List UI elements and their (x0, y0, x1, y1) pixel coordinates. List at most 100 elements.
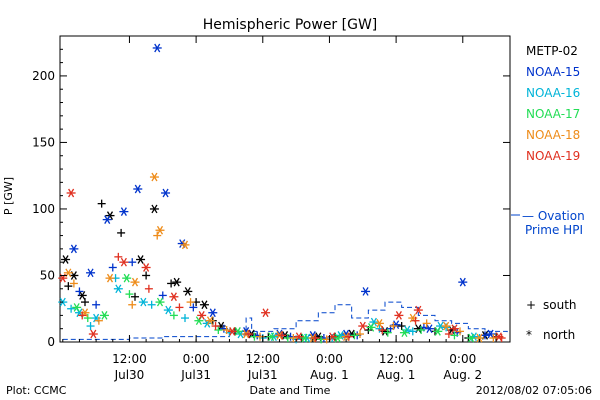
reference-line-layer (62, 301, 508, 340)
south-point (397, 322, 406, 331)
south-point (97, 199, 106, 208)
south-point (222, 326, 231, 335)
north-point (180, 240, 190, 250)
north-point (88, 329, 98, 339)
north-point (474, 333, 484, 343)
north-point (136, 255, 146, 264)
south-point (125, 290, 134, 299)
south-point (244, 330, 253, 339)
x-tick-label-time: 0:00 (316, 352, 343, 366)
y-tick-label: 100 (32, 202, 55, 216)
x-tick-label-time: 0:00 (449, 352, 476, 366)
south-point (67, 304, 76, 313)
north-point (161, 188, 171, 198)
north-point (266, 332, 276, 342)
north-point (361, 287, 371, 296)
north-point (105, 273, 115, 283)
north-point (155, 225, 165, 235)
north-point (458, 277, 468, 287)
y-tick-label: 150 (32, 135, 55, 149)
x-tick-label-date: Aug. 1 (377, 368, 416, 382)
legend-entry: NOAA-18 (526, 128, 580, 142)
south-point (128, 300, 137, 309)
y-tick-label: 50 (40, 268, 55, 282)
x-tick-label-date: Jul31 (247, 368, 278, 382)
south-point (383, 328, 392, 337)
north-point (141, 263, 151, 272)
south-point (147, 300, 156, 309)
north-point (494, 332, 504, 342)
south-point (456, 327, 464, 336)
south-point (158, 291, 167, 300)
legend-entry: NOAA-15 (526, 65, 580, 79)
south-point (153, 231, 162, 240)
plot-timestamp: 2012/08/02 07:05:06 (476, 384, 592, 397)
y-axis-label: P [GW] (2, 177, 15, 215)
north-point (394, 311, 404, 320)
south-point (131, 292, 139, 301)
south-point (289, 334, 298, 343)
north-point (374, 319, 384, 328)
north-point (66, 188, 76, 198)
marker-legend-symbol: * (526, 328, 532, 342)
north-point (424, 324, 434, 334)
north-point (133, 184, 143, 194)
north-point (149, 204, 159, 214)
south-point (86, 322, 95, 331)
north-point (72, 303, 82, 312)
south-point (81, 298, 89, 307)
x-tick-label-time: 12:00 (245, 352, 280, 366)
north-point (122, 273, 132, 283)
north-point (149, 172, 159, 182)
legend-entry: NOAA-16 (526, 86, 580, 100)
marker-legend-label: north (543, 328, 575, 342)
south-point (481, 331, 489, 340)
north-point (169, 292, 179, 302)
north-point (466, 333, 476, 343)
y-axis: 0 50 100 150 200 (32, 48, 510, 349)
marker-legend-symbol: + (526, 298, 536, 312)
north-point (299, 333, 309, 343)
north-point (113, 284, 123, 294)
y-tick-label: 200 (32, 69, 55, 83)
south-point (69, 279, 78, 288)
south-point (444, 330, 453, 339)
south-point (144, 284, 153, 293)
north-point (102, 215, 112, 224)
marker-legend-label: south (543, 298, 577, 312)
north-point (119, 207, 129, 216)
x-axis: 12:00 Jul30 0:00 Jul31 12:00 Jul31 0:00 Aug. 1 1… (62, 36, 497, 382)
south-point (92, 300, 101, 309)
south-point (142, 271, 151, 280)
south-point (417, 326, 426, 335)
x-tick-label-time: 0:00 (183, 352, 210, 366)
south-point (78, 311, 87, 320)
south-point (64, 282, 73, 291)
north-point (99, 311, 109, 320)
chart-title: Hemispheric Power [GW] (203, 17, 378, 33)
north-point (399, 328, 409, 338)
south-point (422, 319, 431, 328)
south-point (175, 303, 184, 312)
north-point (69, 244, 79, 254)
reference-line (62, 301, 508, 340)
south-point (75, 287, 84, 296)
south-point (442, 323, 451, 332)
reference-line-legend-line1: — Ovation (522, 209, 585, 223)
north-point (138, 297, 148, 307)
north-point (119, 257, 129, 267)
series-legend: METP-02 NOAA-15 NOAA-16 NOAA-17 NOAA-18 NOAA-… (526, 44, 580, 163)
x-axis-label: Date and Time (250, 384, 331, 397)
south-point (167, 279, 176, 288)
legend-entry: NOAA-17 (526, 107, 580, 121)
south-point (114, 252, 123, 261)
y-tick-label: 0 (47, 335, 55, 349)
south-point (128, 258, 137, 267)
south-point (186, 298, 195, 307)
north-point (61, 255, 71, 264)
south-point (181, 314, 189, 323)
south-point (344, 332, 353, 341)
north-point (205, 316, 215, 326)
marker-legend: + south * north (526, 298, 577, 342)
north-point (172, 277, 182, 287)
